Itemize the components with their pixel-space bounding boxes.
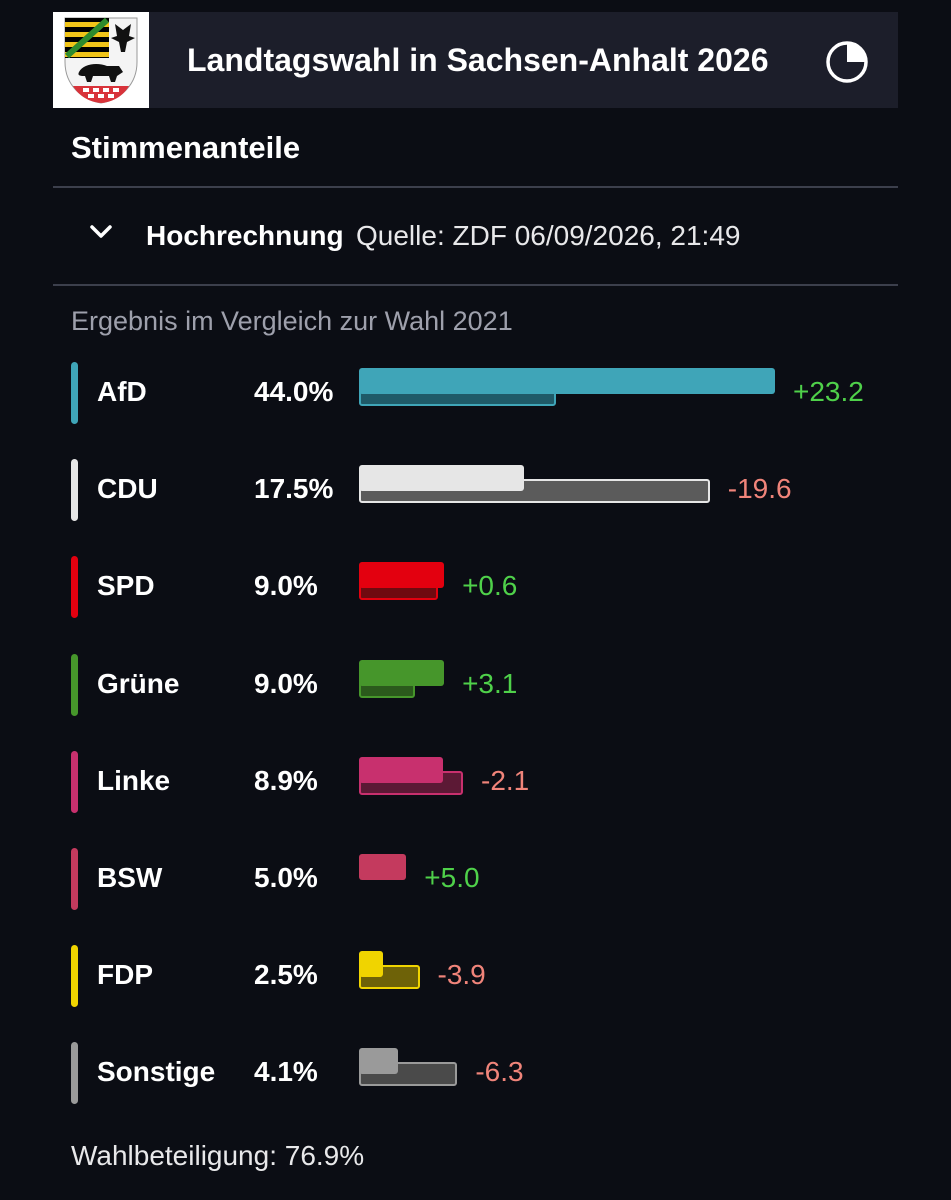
- bar-current: [359, 951, 383, 978]
- party-share-label: 8.9%: [254, 764, 318, 796]
- party-row: BSW 5.0% +5.0: [0, 848, 951, 918]
- projection-label: Hochrechnung: [146, 220, 344, 251]
- party-row: Linke 8.9% -2.1: [0, 750, 951, 821]
- party-color-swatch: [71, 556, 78, 619]
- party-name: FDP: [97, 959, 153, 991]
- party-share-label: 4.1%: [254, 1056, 318, 1088]
- party-color-swatch: [71, 945, 78, 1008]
- party-share-label: 9.0%: [254, 667, 318, 699]
- bar-current: [359, 368, 775, 394]
- party-color-swatch: [71, 653, 78, 716]
- party-row: AfD 44.0% +23.2: [0, 362, 951, 432]
- bar-current: [359, 756, 444, 783]
- party-color-swatch: [71, 362, 78, 424]
- party-diff-label: +5.0: [424, 862, 480, 893]
- party-row: Sonstige 4.1% -6.3: [0, 1042, 951, 1112]
- party-color-swatch: [71, 459, 78, 522]
- divider-bottom: [53, 284, 898, 286]
- party-name: Sonstige: [97, 1056, 216, 1088]
- app-header: Landtagswahl in Sachsen-Anhalt 2026: [53, 12, 898, 108]
- turnout-label: Wahlbeteiligung: 76.9%: [71, 1140, 365, 1171]
- party-color-swatch: [71, 1042, 78, 1105]
- bar-current: [359, 465, 525, 492]
- party-color-swatch: [71, 848, 78, 910]
- projection-toggle[interactable]: Hochrechnung Quelle: ZDF 06/09/2026, 21:…: [53, 200, 898, 270]
- page-title: Landtagswahl in Sachsen-Anhalt 2026: [187, 42, 769, 78]
- party-row: FDP 2.5% -3.9: [0, 945, 951, 1015]
- party-diff-label: +0.6: [462, 570, 518, 602]
- divider-top: [53, 186, 898, 188]
- party-diff-label: -6.3: [475, 1056, 524, 1088]
- chart-subtitle: Ergebnis im Vergleich zur Wahl 2021: [71, 306, 513, 336]
- party-name: CDU: [97, 473, 158, 505]
- sachsen-anhalt-coat-of-arms-icon: [53, 12, 149, 108]
- party-name: Linke: [97, 764, 171, 796]
- projection-source: Quelle: ZDF 06/09/2026, 21:49: [356, 220, 741, 251]
- party-diff-label: -3.9: [437, 959, 486, 991]
- party-diff-label: +3.1: [462, 667, 518, 699]
- party-share-label: 44.0%: [254, 376, 334, 407]
- pie-chart-icon[interactable]: [825, 40, 869, 84]
- party-name: BSW: [97, 862, 163, 893]
- party-share-label: 5.0%: [254, 862, 318, 893]
- party-share-label: 9.0%: [254, 570, 318, 602]
- party-name: SPD: [97, 570, 155, 602]
- section-title: Stimmenanteile: [71, 130, 301, 165]
- bar-current: [359, 1048, 398, 1075]
- chevron-down-icon: [89, 224, 113, 245]
- party-diff-label: +23.2: [793, 376, 864, 407]
- party-name: AfD: [97, 376, 147, 407]
- bar-current: [359, 562, 445, 589]
- bar-current: [359, 659, 445, 686]
- party-diff-label: -19.6: [727, 473, 792, 505]
- party-share-label: 17.5%: [254, 473, 334, 505]
- party-row: CDU 17.5% -19.6: [0, 459, 951, 529]
- party-row: Grüne 9.0% +3.1: [0, 653, 951, 724]
- party-color-swatch: [71, 750, 78, 813]
- party-row: SPD 9.0% +0.6: [0, 556, 951, 626]
- bar-previous: [359, 1062, 458, 1087]
- party-share-label: 2.5%: [254, 959, 318, 991]
- party-diff-label: -2.1: [481, 764, 530, 796]
- bar-current: [359, 854, 407, 880]
- party-name: Grüne: [97, 667, 180, 699]
